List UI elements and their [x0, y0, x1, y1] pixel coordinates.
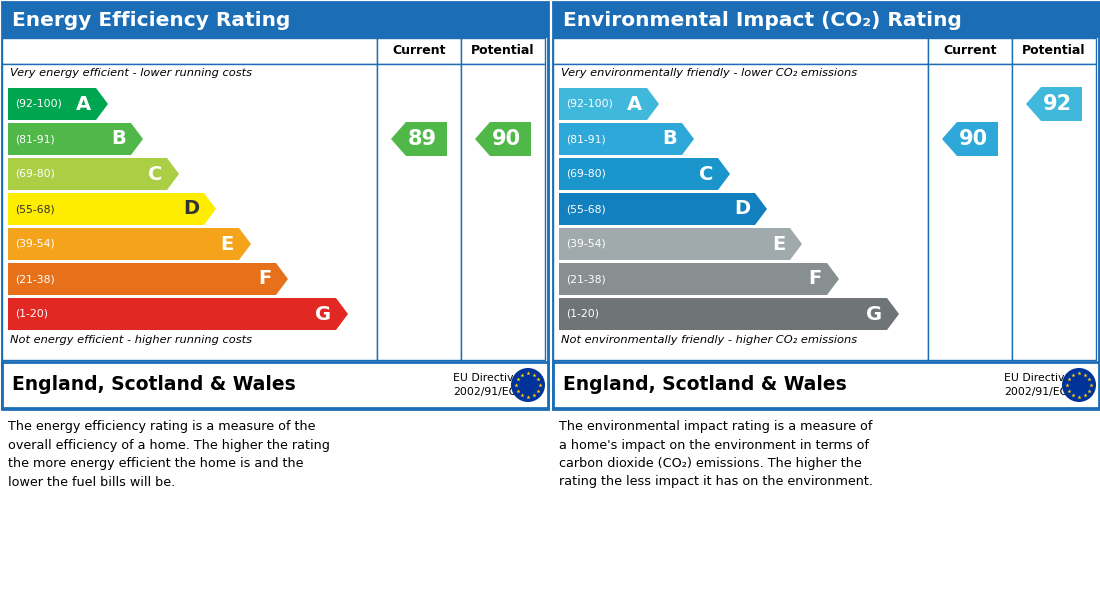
Polygon shape — [390, 122, 447, 156]
Text: (81-91): (81-91) — [15, 134, 55, 144]
Polygon shape — [559, 193, 767, 225]
Bar — [461, 38, 544, 64]
Text: B: B — [111, 129, 126, 148]
Polygon shape — [8, 88, 108, 120]
Bar — [1012, 38, 1096, 64]
Polygon shape — [1026, 87, 1082, 121]
Text: (92-100): (92-100) — [566, 99, 613, 109]
Polygon shape — [559, 88, 659, 120]
Text: EU Directive
2002/91/EC: EU Directive 2002/91/EC — [1004, 373, 1071, 397]
Text: Very environmentally friendly - lower CO₂ emissions: Very environmentally friendly - lower CO… — [561, 68, 857, 78]
Text: Potential: Potential — [471, 44, 535, 57]
Text: B: B — [662, 129, 676, 148]
Polygon shape — [8, 123, 143, 155]
Text: Not environmentally friendly - higher CO₂ emissions: Not environmentally friendly - higher CO… — [561, 335, 857, 345]
Text: 90: 90 — [959, 129, 988, 149]
Bar — [553, 2, 1099, 409]
Polygon shape — [8, 158, 179, 190]
Bar — [553, 362, 1099, 408]
Bar — [553, 64, 928, 360]
Polygon shape — [8, 263, 288, 295]
Text: A: A — [627, 94, 642, 113]
Text: G: G — [315, 304, 331, 323]
Bar — [928, 38, 1012, 64]
Bar — [2, 2, 548, 38]
Text: E: E — [772, 235, 785, 254]
Circle shape — [1062, 368, 1096, 402]
Text: Very energy efficient - lower running costs: Very energy efficient - lower running co… — [10, 68, 252, 78]
Polygon shape — [559, 263, 839, 295]
Text: (81-91): (81-91) — [566, 134, 606, 144]
Text: Not energy efficient - higher running costs: Not energy efficient - higher running co… — [10, 335, 252, 345]
Text: G: G — [866, 304, 882, 323]
Polygon shape — [559, 158, 730, 190]
Bar — [553, 38, 928, 64]
Bar — [2, 362, 548, 408]
Text: (39-54): (39-54) — [15, 239, 55, 249]
Text: 90: 90 — [492, 129, 521, 149]
Text: (1-20): (1-20) — [15, 309, 48, 319]
Text: Potential: Potential — [1022, 44, 1086, 57]
Text: 89: 89 — [408, 129, 438, 149]
Bar — [377, 38, 461, 64]
Polygon shape — [475, 122, 531, 156]
Text: (39-54): (39-54) — [566, 239, 606, 249]
Text: Current: Current — [393, 44, 446, 57]
Bar — [553, 2, 1099, 38]
Polygon shape — [559, 228, 802, 260]
Text: The energy efficiency rating is a measure of the
overall efficiency of a home. T: The energy efficiency rating is a measur… — [8, 420, 330, 488]
Bar — [2, 38, 377, 64]
Text: England, Scotland & Wales: England, Scotland & Wales — [12, 376, 296, 394]
Text: 92: 92 — [1043, 94, 1072, 114]
Text: (55-68): (55-68) — [566, 204, 606, 214]
Polygon shape — [8, 298, 348, 330]
Text: (21-38): (21-38) — [15, 274, 55, 284]
Text: (55-68): (55-68) — [15, 204, 55, 214]
Text: (92-100): (92-100) — [15, 99, 62, 109]
Text: (1-20): (1-20) — [566, 309, 600, 319]
Text: D: D — [734, 200, 750, 219]
Bar — [928, 64, 1012, 360]
Polygon shape — [8, 193, 216, 225]
Text: C: C — [147, 164, 162, 184]
Polygon shape — [559, 123, 694, 155]
Text: (69-80): (69-80) — [566, 169, 606, 179]
Text: England, Scotland & Wales: England, Scotland & Wales — [563, 376, 847, 394]
Text: Current: Current — [944, 44, 997, 57]
Text: EU Directive
2002/91/EC: EU Directive 2002/91/EC — [453, 373, 520, 397]
Polygon shape — [942, 122, 998, 156]
Text: The environmental impact rating is a measure of
a home's impact on the environme: The environmental impact rating is a mea… — [559, 420, 873, 488]
Polygon shape — [8, 228, 251, 260]
Circle shape — [512, 368, 544, 402]
Text: (69-80): (69-80) — [15, 169, 55, 179]
Bar — [461, 64, 544, 360]
Bar — [1012, 64, 1096, 360]
Polygon shape — [559, 298, 899, 330]
Bar — [377, 64, 461, 360]
Bar — [2, 64, 377, 360]
Text: (21-38): (21-38) — [566, 274, 606, 284]
Text: D: D — [183, 200, 199, 219]
Text: C: C — [698, 164, 713, 184]
Text: A: A — [76, 94, 91, 113]
Text: E: E — [221, 235, 234, 254]
Text: F: F — [808, 270, 822, 288]
Text: Energy Efficiency Rating: Energy Efficiency Rating — [12, 10, 290, 30]
Text: Environmental Impact (CO₂) Rating: Environmental Impact (CO₂) Rating — [563, 10, 961, 30]
Text: F: F — [257, 270, 271, 288]
Bar — [2, 2, 548, 409]
